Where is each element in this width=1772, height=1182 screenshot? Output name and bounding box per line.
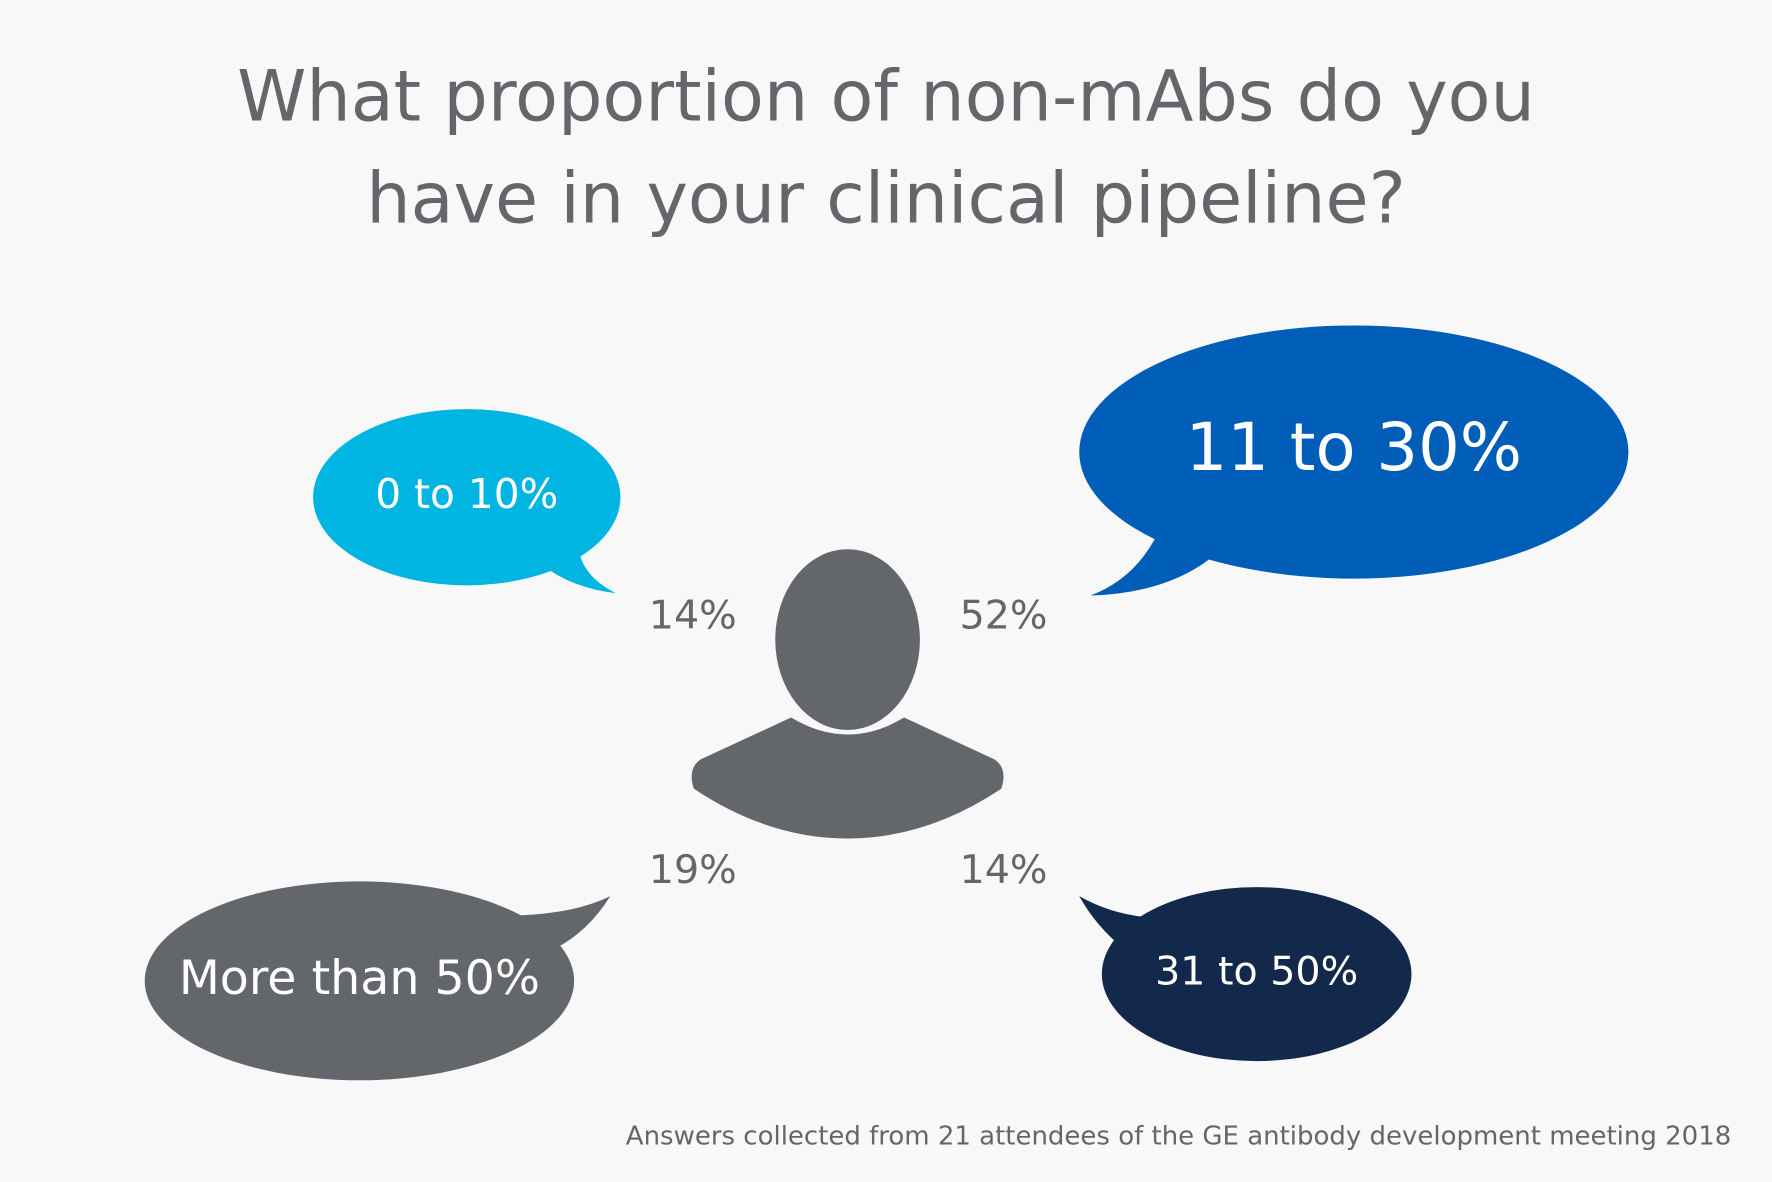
bubble-label: 31 to 50% bbox=[1155, 949, 1358, 995]
percent-label: 14% bbox=[960, 847, 1048, 893]
bubble-label: 11 to 30% bbox=[1186, 410, 1523, 486]
bubble-label: 0 to 10% bbox=[375, 470, 558, 518]
percent-label: 14% bbox=[649, 593, 737, 639]
speech-bubble: 11 to 30% bbox=[1079, 325, 1629, 596]
footnote: Answers collected from 21 attendees of t… bbox=[626, 1121, 1731, 1151]
percent-label: 52% bbox=[960, 593, 1048, 639]
speech-bubble: 31 to 50% bbox=[1079, 887, 1412, 1062]
title-line: What proportion of non-mAbs do you bbox=[237, 56, 1535, 138]
title-line: have in your clinical pipeline? bbox=[366, 157, 1406, 239]
bubble-label: More than 50% bbox=[179, 951, 540, 1006]
percent-label: 19% bbox=[649, 847, 737, 893]
speech-bubble: 0 to 10% bbox=[313, 409, 621, 594]
person-icon bbox=[691, 549, 1004, 839]
speech-bubble: More than 50% bbox=[144, 881, 611, 1081]
